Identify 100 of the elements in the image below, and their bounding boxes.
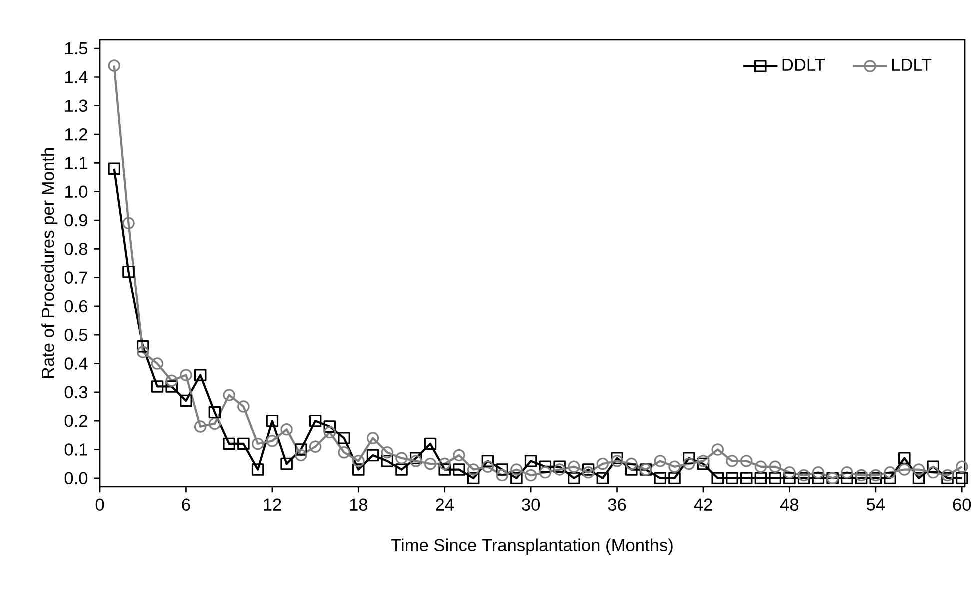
point xyxy=(769,460,782,474)
point xyxy=(122,217,135,230)
point xyxy=(654,455,667,468)
point xyxy=(338,446,350,459)
y-tick-label: 0.6 xyxy=(64,300,88,313)
y-tick-label: 0.5 xyxy=(64,328,88,342)
point xyxy=(324,420,336,433)
point xyxy=(841,472,854,485)
point xyxy=(798,469,810,482)
y-tick-label: 0.0 xyxy=(64,472,88,485)
point xyxy=(898,452,911,464)
y-tick-label: 0.9 xyxy=(64,214,88,227)
x-tick-label: 12 xyxy=(264,498,282,511)
point xyxy=(295,444,308,456)
point xyxy=(338,432,350,444)
point xyxy=(784,472,796,485)
point xyxy=(654,472,667,485)
point xyxy=(453,449,466,462)
point xyxy=(467,472,480,485)
point xyxy=(151,380,164,393)
point xyxy=(381,455,394,468)
point xyxy=(252,438,264,450)
point xyxy=(956,472,968,485)
y-tick-label: 1.4 xyxy=(65,71,88,84)
point xyxy=(309,440,322,454)
point xyxy=(496,464,508,476)
point xyxy=(496,469,508,482)
point xyxy=(942,469,954,482)
y-tick-label: 1.3 xyxy=(65,100,88,112)
point xyxy=(510,472,523,485)
point xyxy=(726,472,738,485)
point xyxy=(396,464,408,476)
point xyxy=(324,426,336,439)
point xyxy=(712,444,724,456)
point xyxy=(611,455,624,468)
point xyxy=(136,346,150,358)
legend-label: DDLT xyxy=(782,59,825,71)
point xyxy=(812,466,825,479)
point xyxy=(108,60,121,72)
y-tick-label: 1.5 xyxy=(65,42,88,55)
point xyxy=(769,472,782,485)
point xyxy=(956,460,968,474)
point xyxy=(166,380,178,393)
y-tick-label: 1.1 xyxy=(65,157,88,170)
point xyxy=(524,469,538,482)
point xyxy=(884,472,896,485)
point xyxy=(870,469,882,482)
point xyxy=(396,452,408,464)
point xyxy=(668,472,681,485)
point xyxy=(208,406,222,419)
point xyxy=(424,458,437,470)
point xyxy=(424,438,437,450)
point xyxy=(626,458,638,470)
point xyxy=(582,466,595,479)
point xyxy=(366,449,380,462)
point xyxy=(352,464,365,476)
point xyxy=(539,460,552,474)
point xyxy=(309,414,322,428)
point xyxy=(539,466,552,479)
point xyxy=(697,458,710,470)
x-tick-label: 36 xyxy=(608,498,626,511)
y-tick-label: 0.3 xyxy=(64,386,88,399)
point xyxy=(238,438,250,450)
point xyxy=(238,400,250,413)
y-tick-label: 1.2 xyxy=(65,128,88,141)
x-tick-label: 42 xyxy=(694,498,712,511)
point xyxy=(754,460,768,474)
y-tick-label: 0.1 xyxy=(64,444,88,456)
point xyxy=(122,266,135,278)
point xyxy=(194,369,207,382)
y-tick-label: 0.2 xyxy=(64,414,88,428)
point xyxy=(855,469,868,482)
point xyxy=(870,472,882,485)
point xyxy=(194,420,207,433)
point xyxy=(927,460,940,474)
point xyxy=(726,455,738,468)
legend-label: LDLT xyxy=(892,59,932,71)
point xyxy=(682,452,696,464)
point xyxy=(208,418,222,430)
point xyxy=(626,464,638,476)
point xyxy=(166,374,178,388)
y-tick-label: 0.4 xyxy=(64,358,88,370)
point xyxy=(453,464,466,476)
point xyxy=(611,452,624,464)
point xyxy=(108,162,121,176)
y-tick-label: 0.7 xyxy=(64,272,88,284)
point xyxy=(784,466,796,479)
point xyxy=(596,472,610,485)
point xyxy=(812,472,825,485)
point xyxy=(798,472,810,485)
point xyxy=(855,472,868,485)
x-tick-label: 18 xyxy=(350,498,368,511)
x-tick-label: 0 xyxy=(96,498,104,511)
point xyxy=(295,449,308,462)
point xyxy=(740,455,753,468)
point xyxy=(554,460,566,474)
point xyxy=(410,452,422,464)
point xyxy=(884,466,896,479)
point xyxy=(568,460,580,474)
point xyxy=(712,472,724,485)
